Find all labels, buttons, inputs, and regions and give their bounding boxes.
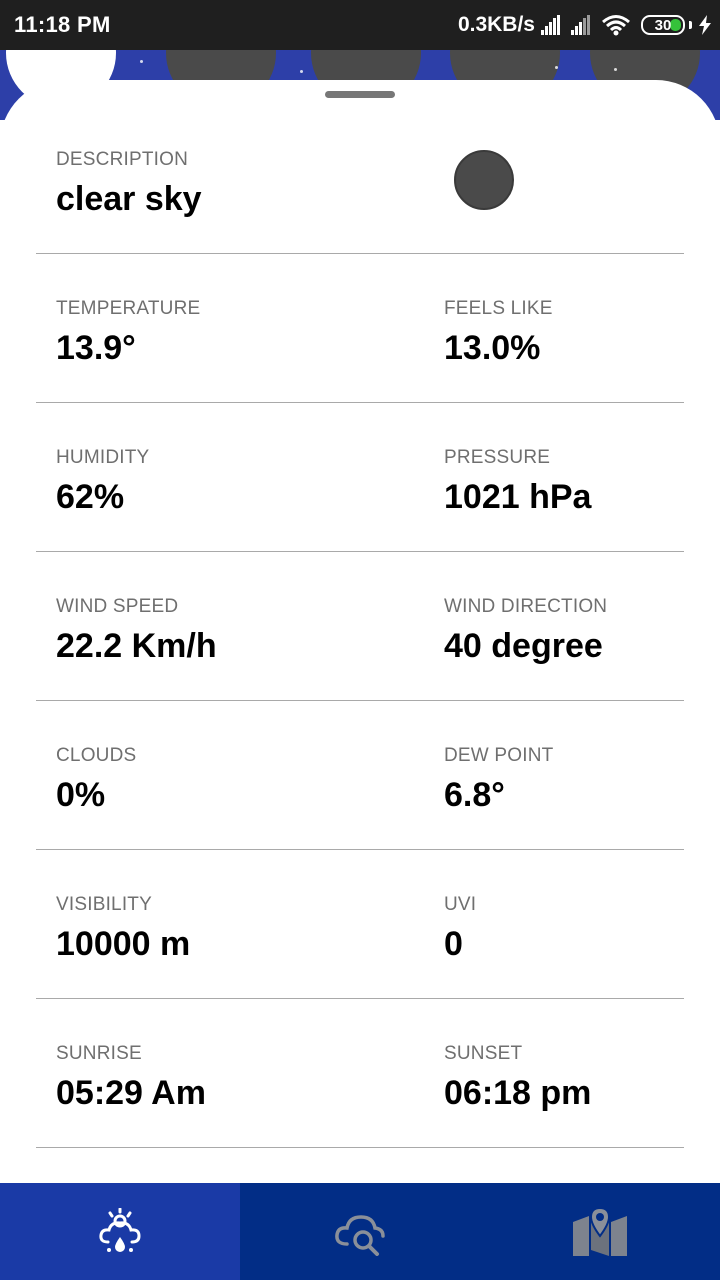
- temperature-value: 13.9°: [56, 329, 136, 367]
- temperature-label: TEMPERATURE: [56, 298, 201, 319]
- description-value: clear sky: [56, 180, 202, 218]
- pressure-value: 1021 hPa: [444, 478, 592, 516]
- star-decoration: [140, 60, 143, 63]
- visibility-value: 10000 m: [56, 925, 191, 963]
- star-decoration: [555, 66, 558, 69]
- detail-row-temperature: TEMPERATURE 13.9° FEELS LIKE 13.0%: [36, 254, 684, 403]
- dew-point-value: 6.8°: [444, 776, 505, 814]
- feels-like-cell: FEELS LIKE 13.0%: [444, 298, 553, 368]
- uvi-cell: UVI 0: [444, 894, 477, 964]
- dew-point-cell: DEW POINT 6.8°: [444, 745, 554, 815]
- feels-like-label: FEELS LIKE: [444, 298, 553, 319]
- battery-level: [670, 19, 681, 31]
- cloud-search-icon: [335, 1214, 385, 1256]
- visibility-label: VISIBILITY: [56, 894, 152, 915]
- sunset-label: SUNSET: [444, 1043, 523, 1064]
- sunrise-label: SUNRISE: [56, 1043, 142, 1064]
- signal-icon-secondary: [571, 15, 591, 35]
- feels-like-value: 13.0%: [444, 329, 541, 367]
- weather-condition-icon: [454, 150, 514, 210]
- signal-icon: [541, 15, 561, 35]
- wind-speed-cell: WIND SPEED 22.2 Km/h: [56, 596, 217, 666]
- wind-speed-value: 22.2 Km/h: [56, 627, 217, 665]
- detail-row-description: DESCRIPTION clear sky: [36, 105, 684, 254]
- wind-direction-cell: WIND DIRECTION 40 degree: [444, 596, 608, 666]
- network-speed: 0.3KB/s: [457, 13, 535, 36]
- pressure-label: PRESSURE: [444, 447, 551, 468]
- uvi-value: 0: [444, 925, 463, 963]
- status-indicators: 0.3KB/s 30: [458, 10, 712, 40]
- wind-direction-label: WIND DIRECTION: [444, 596, 608, 617]
- nav-search[interactable]: [240, 1183, 480, 1280]
- humidity-cell: HUMIDITY 62%: [56, 447, 150, 517]
- detail-row-clouds: CLOUDS 0% DEW POINT 6.8°: [36, 701, 684, 850]
- clouds-value: 0%: [56, 776, 106, 814]
- description-cell: DESCRIPTION clear sky: [56, 149, 202, 219]
- status-time: 11:18 PM: [14, 12, 111, 37]
- sunrise-value: 05:29 Am: [56, 1074, 206, 1112]
- humidity-value: 62%: [56, 478, 125, 516]
- battery-level-text: 30: [654, 16, 672, 34]
- clouds-label: CLOUDS: [56, 745, 137, 766]
- weather-icon: [99, 1207, 141, 1252]
- humidity-label: HUMIDITY: [56, 447, 150, 468]
- description-label: DESCRIPTION: [56, 149, 189, 170]
- pressure-cell: PRESSURE 1021 hPa: [444, 447, 592, 517]
- bottom-navigation: [0, 1183, 720, 1280]
- dew-point-label: DEW POINT: [444, 745, 554, 766]
- star-decoration: [614, 68, 617, 71]
- status-bar: 11:18 PM 0.3KB/s 30: [0, 0, 720, 50]
- detail-row-visibility: VISIBILITY 10000 m UVI 0: [36, 850, 684, 999]
- detail-row-sun: SUNRISE 05:29 Am SUNSET 06:18 pm: [36, 999, 684, 1148]
- wifi-icon: [602, 15, 630, 36]
- detail-row-wind: WIND SPEED 22.2 Km/h WIND DIRECTION 40 d…: [36, 552, 684, 701]
- visibility-cell: VISIBILITY 10000 m: [56, 894, 191, 964]
- sunrise-cell: SUNRISE 05:29 Am: [56, 1043, 206, 1113]
- nav-weather[interactable]: [0, 1183, 240, 1280]
- wind-direction-value: 40 degree: [444, 627, 603, 665]
- uvi-label: UVI: [444, 894, 477, 915]
- battery-tip: [689, 21, 692, 29]
- weather-details-sheet: DESCRIPTION clear sky TEMPERATURE 13.9° …: [0, 80, 720, 1183]
- nav-map[interactable]: [480, 1183, 720, 1280]
- clouds-cell: CLOUDS 0%: [56, 745, 137, 815]
- map-pin-icon: [573, 1206, 627, 1256]
- sheet-drag-handle[interactable]: [325, 91, 395, 98]
- detail-row-humidity: HUMIDITY 62% PRESSURE 1021 hPa: [36, 403, 684, 552]
- battery-icon: 30: [641, 15, 685, 35]
- sunset-cell: SUNSET 06:18 pm: [444, 1043, 592, 1113]
- temperature-cell: TEMPERATURE 13.9°: [56, 298, 201, 368]
- sunset-value: 06:18 pm: [444, 1074, 592, 1112]
- charging-icon: [699, 15, 711, 35]
- wind-speed-label: WIND SPEED: [56, 596, 179, 617]
- star-decoration: [300, 70, 303, 73]
